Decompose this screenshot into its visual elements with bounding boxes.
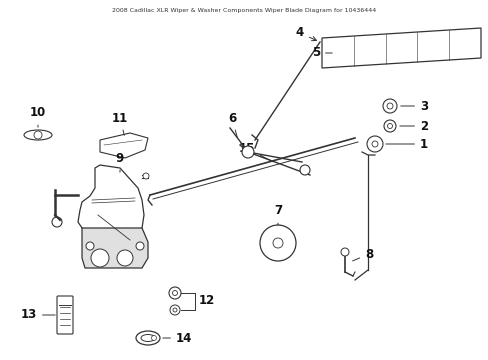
Text: 10: 10 [30,107,46,127]
Circle shape [386,123,392,129]
Circle shape [170,305,180,315]
Text: 11: 11 [112,112,128,135]
Circle shape [34,131,42,139]
Text: 6: 6 [227,112,237,137]
Circle shape [340,248,348,256]
Circle shape [382,99,396,113]
Circle shape [172,291,177,296]
Circle shape [136,242,143,250]
Polygon shape [321,28,480,68]
Circle shape [86,242,94,250]
Polygon shape [78,165,143,236]
Text: 4: 4 [295,27,316,41]
Circle shape [386,103,392,109]
Circle shape [299,165,309,175]
Text: 8: 8 [352,248,372,261]
Ellipse shape [24,130,52,140]
Text: 2: 2 [399,120,427,132]
Circle shape [371,141,377,147]
Circle shape [169,287,181,299]
Circle shape [142,173,149,179]
Text: 12: 12 [199,294,215,307]
Circle shape [260,225,295,261]
Text: 7: 7 [273,204,282,225]
Text: 1: 1 [385,138,427,150]
Text: 2008 Cadillac XLR Wiper & Washer Components Wiper Blade Diagram for 10436444: 2008 Cadillac XLR Wiper & Washer Compone… [112,8,375,13]
Text: 14: 14 [163,332,192,345]
Text: 13: 13 [20,309,55,321]
Text: 9: 9 [116,152,124,172]
Circle shape [173,308,177,312]
Polygon shape [100,133,148,158]
Text: 15: 15 [238,141,272,162]
Circle shape [366,136,382,152]
Text: 3: 3 [400,99,427,112]
Ellipse shape [141,334,155,342]
Circle shape [242,146,253,158]
Circle shape [272,238,283,248]
Circle shape [91,249,109,267]
FancyBboxPatch shape [57,296,73,334]
Circle shape [117,250,133,266]
Circle shape [383,120,395,132]
Circle shape [151,336,156,341]
Polygon shape [82,228,148,268]
Ellipse shape [136,331,160,345]
Text: 5: 5 [311,46,331,59]
